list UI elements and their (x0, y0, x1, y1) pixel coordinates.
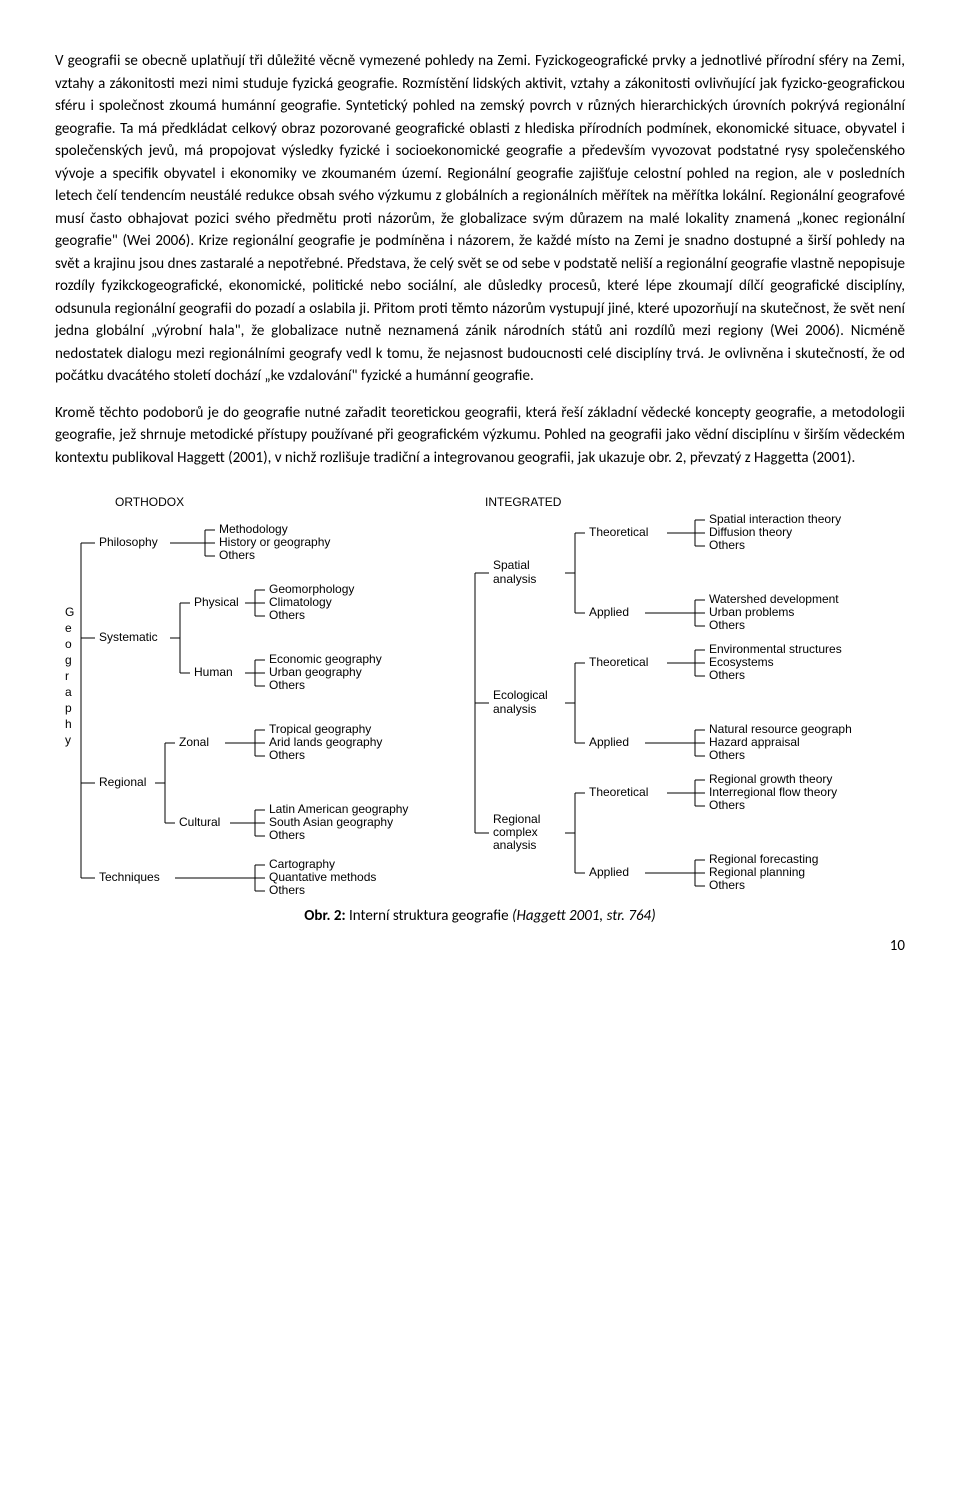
svg-text:Systematic: Systematic (99, 630, 158, 644)
svg-text:Applied: Applied (589, 865, 629, 879)
svg-text:complex: complex (493, 825, 538, 839)
svg-text:Spatial interaction theory: Spatial interaction theory (709, 512, 841, 526)
svg-text:y: y (65, 733, 71, 747)
svg-text:Geomorphology: Geomorphology (269, 582, 354, 596)
svg-text:Hazard appraisal: Hazard appraisal (709, 735, 800, 749)
svg-text:Others: Others (709, 538, 745, 552)
svg-text:g: g (65, 653, 72, 667)
svg-text:Theoretical: Theoretical (589, 785, 648, 799)
page-number: 10 (55, 935, 905, 958)
svg-text:Latin American geography: Latin American geography (269, 802, 408, 816)
svg-text:Regional: Regional (493, 812, 540, 826)
svg-text:e: e (65, 621, 72, 635)
svg-text:r: r (65, 669, 69, 683)
svg-text:Others: Others (269, 828, 305, 842)
svg-text:Others: Others (269, 608, 305, 622)
svg-text:p: p (65, 701, 72, 715)
svg-text:Regional growth theory: Regional growth theory (709, 772, 832, 786)
svg-text:Others: Others (269, 883, 305, 897)
svg-text:Others: Others (269, 678, 305, 692)
svg-text:Arid lands geography: Arid lands geography (269, 735, 382, 749)
svg-text:Ecosystems: Ecosystems (709, 655, 774, 669)
figure-2: ORTHODOX INTEGRATED Geography Philosophy Sys… (55, 483, 905, 925)
svg-text:Quantative methods: Quantative methods (269, 870, 376, 884)
svg-text:Economic geography: Economic geography (269, 652, 382, 666)
svg-text:Spatial: Spatial (493, 558, 530, 572)
svg-text:History or geography: History or geography (219, 535, 330, 549)
svg-text:analysis: analysis (493, 572, 536, 586)
svg-text:Climatology: Climatology (269, 595, 332, 609)
svg-text:Others: Others (709, 748, 745, 762)
svg-text:ORTHODOX: ORTHODOX (115, 495, 184, 509)
svg-text:Philosophy: Philosophy (99, 535, 158, 549)
svg-text:Others: Others (709, 798, 745, 812)
caption-source: (Haggett 2001, str. 764) (512, 907, 656, 925)
svg-text:a: a (65, 685, 72, 699)
svg-text:Theoretical: Theoretical (589, 655, 648, 669)
caption-label: Obr. 2: (304, 907, 345, 925)
svg-text:Diffusion theory: Diffusion theory (709, 525, 792, 539)
svg-text:Regional forecasting: Regional forecasting (709, 852, 818, 866)
svg-text:Cultural: Cultural (179, 815, 220, 829)
svg-text:Applied: Applied (589, 605, 629, 619)
caption-text: Interní struktura geografie (346, 907, 512, 925)
svg-text:Interregional flow theory: Interregional flow theory (709, 785, 837, 799)
paragraph-1: V geografii se obecně uplatňují tři důle… (55, 50, 905, 388)
svg-text:Environmental structures: Environmental structures (709, 642, 842, 656)
svg-text:Methodology: Methodology (219, 522, 288, 536)
svg-text:Others: Others (709, 618, 745, 632)
svg-text:Others: Others (219, 548, 255, 562)
svg-text:Regional planning: Regional planning (709, 865, 805, 879)
svg-text:Cartography: Cartography (269, 857, 335, 871)
svg-text:Theoretical: Theoretical (589, 525, 648, 539)
svg-text:Ecological: Ecological (493, 688, 548, 702)
svg-text:Zonal: Zonal (179, 735, 209, 749)
svg-text:Urban problems: Urban problems (709, 605, 794, 619)
svg-text:Others: Others (709, 668, 745, 682)
svg-text:South Asian geography: South Asian geography (269, 815, 393, 829)
svg-text:Techniques: Techniques (99, 870, 160, 884)
svg-text:Applied: Applied (589, 735, 629, 749)
figure-caption: Obr. 2: Interní struktura geografie (Hag… (55, 909, 905, 925)
svg-text:analysis: analysis (493, 702, 536, 716)
svg-text:Others: Others (269, 748, 305, 762)
svg-text:INTEGRATED: INTEGRATED (485, 495, 562, 509)
svg-text:o: o (65, 637, 72, 651)
svg-text:analysis: analysis (493, 838, 536, 852)
svg-text:h: h (65, 717, 72, 731)
diagram-tree: ORTHODOX INTEGRATED Geography Philosophy Sys… (55, 483, 905, 903)
svg-text:Human: Human (194, 665, 233, 679)
svg-text:Urban geography: Urban geography (269, 665, 362, 679)
svg-text:Regional: Regional (99, 775, 146, 789)
svg-text:Natural resource geograph: Natural resource geograph (709, 722, 852, 736)
page: V geografii se obecně uplatňují tři důle… (0, 0, 960, 977)
svg-text:Physical: Physical (194, 595, 239, 609)
svg-text:Others: Others (709, 878, 745, 892)
svg-text:G: G (65, 605, 74, 619)
paragraph-2: Kromě těchto podoborů je do geografie nu… (55, 402, 905, 470)
svg-text:Tropical geography: Tropical geography (269, 722, 371, 736)
svg-text:Watershed development: Watershed development (709, 592, 839, 606)
